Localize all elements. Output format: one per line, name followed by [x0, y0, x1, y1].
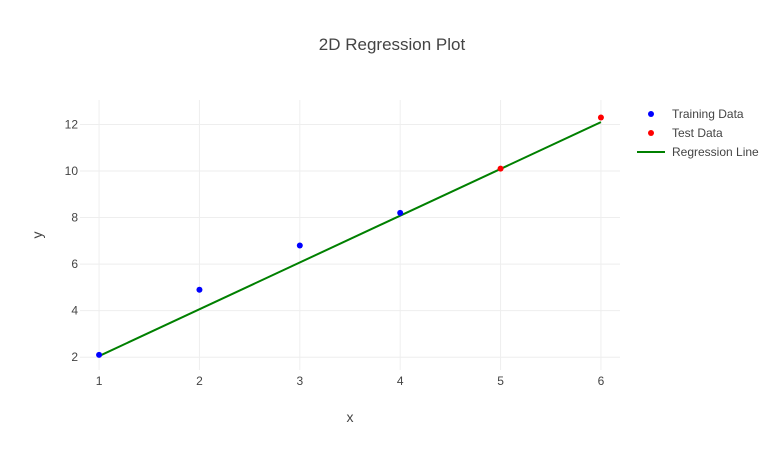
- y-tick-label: 12: [65, 117, 79, 131]
- legend-marker-swatch: [648, 130, 654, 136]
- y-tick-label: 2: [71, 350, 78, 364]
- legend-label: Training Data: [672, 107, 744, 121]
- y-tick-label: 8: [71, 211, 78, 225]
- x-axis-title: x: [347, 409, 354, 425]
- x-tick-label: 2: [196, 374, 203, 388]
- training-data-point: [196, 286, 203, 293]
- y-tick-label: 6: [71, 257, 78, 271]
- y-tick-label: 10: [65, 164, 79, 178]
- legend-label: Test Data: [672, 126, 723, 140]
- test-data-point: [497, 165, 504, 172]
- x-tick-label: 6: [598, 374, 605, 388]
- x-tick-label: 5: [497, 374, 504, 388]
- x-tick-label: 3: [296, 374, 303, 388]
- legend-item-training-data[interactable]: Training Data: [648, 107, 744, 121]
- y-axis-title: y: [29, 232, 45, 239]
- training-data-point: [96, 351, 103, 358]
- legend-item-test-data[interactable]: Test Data: [648, 126, 723, 140]
- legend-marker-swatch: [648, 111, 654, 117]
- y-tick-label: 4: [71, 304, 78, 318]
- chart-title: 2D Regression Plot: [319, 35, 466, 54]
- legend-item-regression-line[interactable]: Regression Line: [637, 145, 759, 159]
- legend[interactable]: Training Data Test Data Regression Line: [637, 107, 759, 159]
- training-data-point: [296, 242, 303, 249]
- training-data-point: [397, 209, 404, 216]
- x-tick-label: 1: [96, 374, 103, 388]
- grid-lines: [80, 100, 620, 370]
- plot-series: [96, 114, 604, 358]
- test-data-point: [597, 114, 604, 121]
- regression-line: [98, 121, 602, 357]
- x-tick-label: 4: [397, 374, 404, 388]
- legend-label: Regression Line: [672, 145, 759, 159]
